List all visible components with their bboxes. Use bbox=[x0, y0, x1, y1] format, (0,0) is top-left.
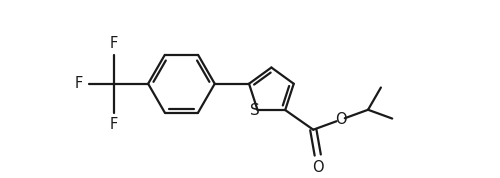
Text: S: S bbox=[250, 103, 260, 117]
Text: F: F bbox=[110, 36, 118, 51]
Text: O: O bbox=[312, 160, 324, 175]
Text: F: F bbox=[110, 117, 118, 132]
Text: O: O bbox=[335, 112, 346, 127]
Text: F: F bbox=[74, 76, 83, 91]
